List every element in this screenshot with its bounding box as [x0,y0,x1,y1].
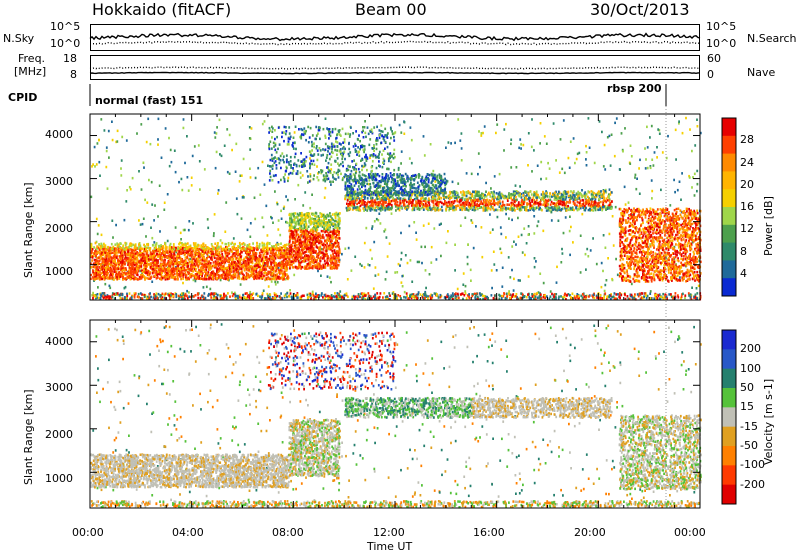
nsearch-label: N.Search [747,32,797,45]
power-colorbar-segment [722,171,736,190]
power-colorbar-segment [722,118,736,137]
velocity-colorbar-segment [722,446,736,466]
noise-search-trace [90,40,701,46]
power-band-morning-edge [90,241,290,251]
velocity-band-midday [344,396,613,419]
velocity-colorbar-tick: -50 [740,439,758,452]
freq-label: Freq. [18,52,46,65]
power-colorbar-label: Power [dB] [762,196,775,256]
velocity-colorbar-tick: 50 [740,381,754,394]
nsky-label: N.Sky [3,32,35,45]
nave-tick-high: 60 [707,52,721,65]
freq-tick-low: 8 [70,68,77,81]
power-colorbar-tick: 24 [740,155,754,169]
freq-trace [89,66,701,70]
freq-tick-high: 18 [63,52,77,65]
nave-trace [89,71,700,75]
velocity-band-evening [618,414,702,491]
cpid-mode-normal: normal (fast) 151 [95,94,204,107]
power-colorbar-tick: 28 [740,133,754,147]
station-title: Hokkaido (fitACF) [92,0,232,19]
power-colorbar-segment [722,278,736,297]
velocity-colorbar-frame [721,329,737,505]
xtick-0000: 00:00 [72,526,104,539]
x-axis-label: Time UT [367,540,413,553]
xtick-1600: 16:00 [473,526,505,539]
xtick-0400: 04:00 [172,526,204,539]
velocity-colorbar-segment [722,330,736,350]
xtick-2000: 20:00 [574,526,606,539]
power-ytick-3000: 3000 [45,175,73,188]
date-title: 30/Oct/2013 [590,0,690,19]
velocity-far-clusters [267,331,397,391]
vel-ytick-1000: 1000 [45,472,73,485]
velocity-colorbar-segment [722,465,736,486]
velocity-colorbar-segment [722,426,736,447]
power-colorbar-tick: 4 [740,266,747,280]
cpid-mode-rbsp: rbsp 200 [607,82,662,95]
power-band-midday [344,190,613,212]
velocity-colorbar-tick: 200 [740,342,761,356]
freq-unit-label: [MHz] [14,65,47,78]
freq-strip-frame [90,55,700,80]
velocity-colorbar-segment [722,388,736,408]
power-colorbar-tick: 12 [740,222,754,236]
power-far-clusters [268,125,397,184]
vel-ytick-4000: 4000 [45,335,73,348]
velocity-colorbar-segment [722,368,736,389]
velocity-band-rise [288,418,341,478]
velocity-colorbar-segment [722,407,736,428]
noise-tick-high-right: 10^5 [706,20,737,33]
power-colorbar-tick: 8 [740,244,747,258]
power-colorbar-frame [721,117,737,297]
cpid-label: CPID [8,91,38,104]
nave-label: Nave [747,66,776,79]
noise-tick-low-left: 10^0 [50,37,81,50]
velocity-colorbar-segment [722,349,736,370]
power-panel-ylabel: Slant Range [km] [22,182,35,278]
power-colorbar-segment [722,242,736,261]
vel-ytick-3000: 3000 [45,381,73,394]
velocity-colorbar-tick: 15 [740,400,754,414]
power-ytick-2000: 2000 [45,222,73,235]
noise-sky-trace [89,32,701,42]
power-ytick-1000: 1000 [45,265,73,278]
velocity-colorbar-segment [722,484,736,505]
velocity-colorbar-tick: -200 [740,477,765,491]
power-colorbar-segment [722,189,736,208]
power-band-morning [90,246,290,281]
power-band-evening [618,207,702,283]
power-ytick-4000: 4000 [45,128,73,141]
power-sparse-echoes [90,116,702,300]
power-colorbar-segment [722,135,736,155]
velocity-colorbar-tick: 100 [740,361,761,375]
power-colorbar-tick: 16 [740,200,754,213]
velocity-colorbar-tick: -15 [740,419,758,433]
power-colorbar-segment [722,260,736,279]
velocity-colorbar-label: Velocity [m s-1] [762,378,775,465]
power-colorbar-segment [722,207,736,226]
vel-ytick-2000: 2000 [45,428,73,441]
velocity-panel-ylabel: Slant Range [km] [22,389,35,485]
noise-tick-low-right: 10^0 [706,37,737,50]
xtick-1200: 12:00 [373,526,405,539]
beam-title: Beam 00 [355,0,427,19]
nave-tick-low: 0 [707,68,714,81]
xtick-0800: 08:00 [272,526,304,539]
velocity-band-morning [90,453,290,489]
power-band-rise [288,211,341,270]
power-midday-upper [344,172,448,197]
xtick-2400: 00:00 [674,526,706,539]
velocity-colorbar-tick: -100 [740,458,765,472]
power-colorbar-segment [722,153,736,172]
power-colorbar-tick: 20 [740,177,754,191]
noise-tick-high-left: 10^5 [50,20,81,33]
power-near-range [92,292,702,301]
power-colorbar-segment [722,224,736,244]
